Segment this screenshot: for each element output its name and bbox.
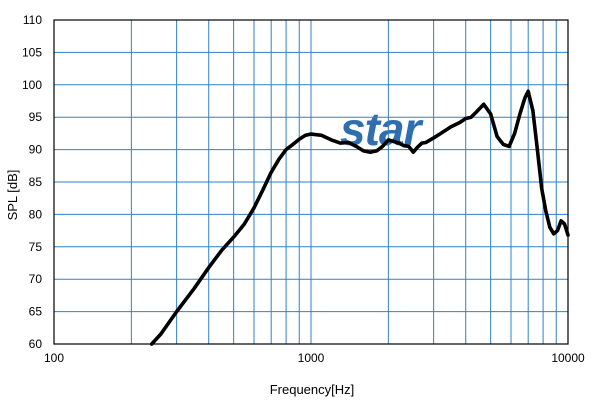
x-axis-title: Frequency[Hz]	[270, 382, 355, 397]
x-tick-label: 10000	[551, 351, 585, 365]
y-tick-labels: 60 65 70 75 80 85 90 95 100 105 110	[22, 13, 42, 351]
y-tick-label: 100	[22, 78, 42, 92]
spl-curve	[149, 89, 570, 346]
curve-layer	[149, 89, 570, 346]
y-axis-title: SPL [dB]	[5, 170, 20, 221]
y-tick-label: 80	[29, 207, 43, 221]
y-tick-label: 75	[29, 240, 43, 254]
y-tick-label: 65	[29, 305, 43, 319]
y-tick-label: 95	[29, 110, 43, 124]
y-tick-label: 60	[29, 337, 43, 351]
grid-lines	[54, 19, 568, 345]
y-tick-label: 105	[22, 45, 42, 59]
y-tick-label: 70	[29, 272, 43, 286]
y-tick-label: 90	[29, 143, 43, 157]
y-tick-label: 110	[23, 13, 42, 27]
x-tick-label: 100	[44, 351, 64, 365]
plot-area-border	[53, 19, 569, 345]
x-tick-label: 1000	[298, 351, 325, 365]
y-tick-label: 85	[29, 175, 43, 189]
plot-frame	[53, 19, 569, 345]
x-tick-labels: 100 1000 10000	[44, 351, 585, 365]
